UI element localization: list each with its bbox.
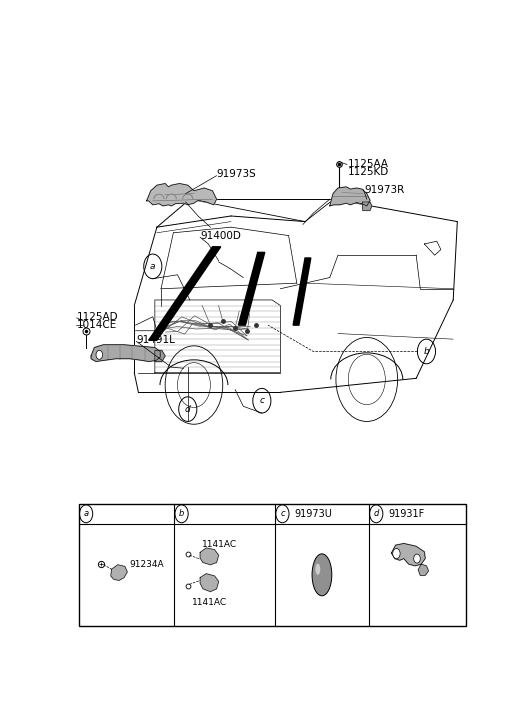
- Text: 91234A: 91234A: [129, 561, 164, 569]
- Bar: [79, 504, 466, 626]
- Polygon shape: [155, 350, 165, 361]
- Polygon shape: [147, 183, 217, 206]
- Circle shape: [393, 548, 400, 558]
- Text: d: d: [374, 510, 379, 518]
- Text: 91491L: 91491L: [136, 335, 175, 345]
- Text: 91931F: 91931F: [389, 509, 425, 519]
- Text: 1125AA: 1125AA: [348, 159, 389, 169]
- Polygon shape: [418, 564, 429, 575]
- Polygon shape: [111, 565, 127, 580]
- Text: c: c: [259, 396, 264, 405]
- Text: 1141AC: 1141AC: [202, 539, 237, 549]
- Text: 1125KD: 1125KD: [348, 167, 390, 177]
- Text: b: b: [424, 347, 430, 356]
- Text: a: a: [83, 510, 89, 518]
- Text: a: a: [150, 262, 156, 271]
- Text: 1014CE: 1014CE: [76, 320, 117, 329]
- Text: d: d: [185, 405, 191, 414]
- Polygon shape: [238, 252, 265, 325]
- Circle shape: [96, 350, 102, 359]
- Polygon shape: [293, 258, 311, 325]
- Polygon shape: [200, 574, 219, 592]
- Polygon shape: [200, 548, 219, 565]
- Text: 1125AD: 1125AD: [76, 312, 118, 322]
- Polygon shape: [91, 345, 160, 361]
- Polygon shape: [391, 544, 425, 566]
- Polygon shape: [330, 187, 370, 206]
- Text: 91400D: 91400D: [200, 231, 241, 241]
- Text: 91973U: 91973U: [295, 509, 332, 519]
- Text: 91973R: 91973R: [365, 185, 405, 195]
- Ellipse shape: [312, 554, 332, 596]
- Text: b: b: [179, 510, 184, 518]
- Circle shape: [414, 554, 421, 563]
- Text: c: c: [280, 510, 285, 518]
- Ellipse shape: [315, 563, 320, 575]
- Text: 1141AC: 1141AC: [192, 598, 227, 607]
- Polygon shape: [363, 202, 372, 210]
- Text: 91973S: 91973S: [217, 169, 256, 179]
- Polygon shape: [149, 246, 221, 340]
